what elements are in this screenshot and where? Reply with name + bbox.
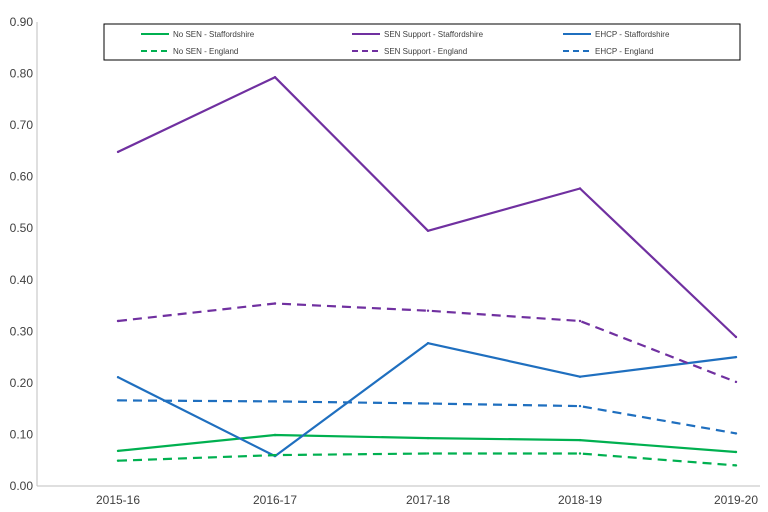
legend-label: SEN Support - England [384, 47, 467, 56]
y-tick-label: 0.90 [10, 15, 34, 29]
data-point [734, 380, 738, 384]
data-point [578, 375, 582, 378]
x-tick-label: 2018-19 [558, 493, 602, 507]
x-axis-ticks: 2015-16 2016-17 2017-18 2018-19 2019-20 [96, 493, 758, 507]
y-tick-label: 0.60 [10, 170, 34, 184]
data-point [426, 309, 430, 312]
data-point [273, 400, 277, 403]
axes [36, 22, 760, 487]
data-point [273, 433, 277, 437]
data-point [116, 449, 120, 453]
data-point [273, 302, 277, 305]
x-tick-label: 2017-18 [406, 493, 450, 507]
series-line [117, 452, 737, 467]
data-point [578, 187, 582, 190]
data-point [426, 229, 430, 232]
data-point [426, 452, 430, 455]
data-point [734, 355, 738, 359]
y-tick-label: 0.30 [10, 324, 34, 338]
x-tick-label: 2016-17 [253, 493, 297, 507]
data-point [426, 342, 430, 345]
series-line [117, 76, 737, 338]
legend-label: EHCP - Staffordshire [595, 30, 670, 39]
data-point [734, 464, 738, 467]
data-point [273, 453, 277, 457]
legend-label: No SEN - England [173, 47, 238, 56]
data-point [116, 459, 120, 462]
legend-label: SEN Support - Staffordshire [384, 30, 484, 39]
data-point [734, 432, 738, 435]
data-point [426, 436, 430, 440]
legend-box [103, 23, 741, 61]
y-tick-label: 0.20 [10, 376, 34, 390]
y-tick-label: 0.80 [10, 67, 34, 81]
series-line [117, 399, 737, 435]
data-point [734, 335, 738, 339]
series-line [117, 302, 737, 383]
data-point [116, 399, 120, 402]
data-point [578, 438, 582, 442]
y-tick-label: 0.50 [10, 221, 34, 235]
y-axis-ticks: 0.00 0.10 0.20 0.30 0.40 0.50 0.60 0.70 0.80 0.90 [10, 15, 34, 493]
series-points [116, 76, 738, 467]
data-point [578, 319, 582, 323]
data-point [273, 76, 277, 79]
legend: No SEN - Staffordshire SEN Support - Staf… [103, 23, 741, 61]
legend-label: EHCP - England [595, 47, 654, 56]
data-point [578, 452, 582, 455]
legend-label: No SEN - Staffordshire [173, 30, 255, 39]
data-point [116, 376, 120, 379]
data-point [578, 404, 582, 408]
data-point [734, 450, 738, 454]
data-point [116, 150, 120, 154]
x-tick-label: 2019-20 [714, 493, 758, 507]
x-tick-label: 2015-16 [96, 493, 140, 507]
data-point [426, 402, 430, 405]
series-lines [117, 76, 737, 467]
data-point [116, 319, 120, 323]
y-tick-label: 0.70 [10, 118, 34, 132]
y-tick-label: 0.40 [10, 273, 34, 287]
y-tick-label: 0.10 [10, 427, 34, 441]
y-tick-label: 0.00 [10, 479, 34, 493]
